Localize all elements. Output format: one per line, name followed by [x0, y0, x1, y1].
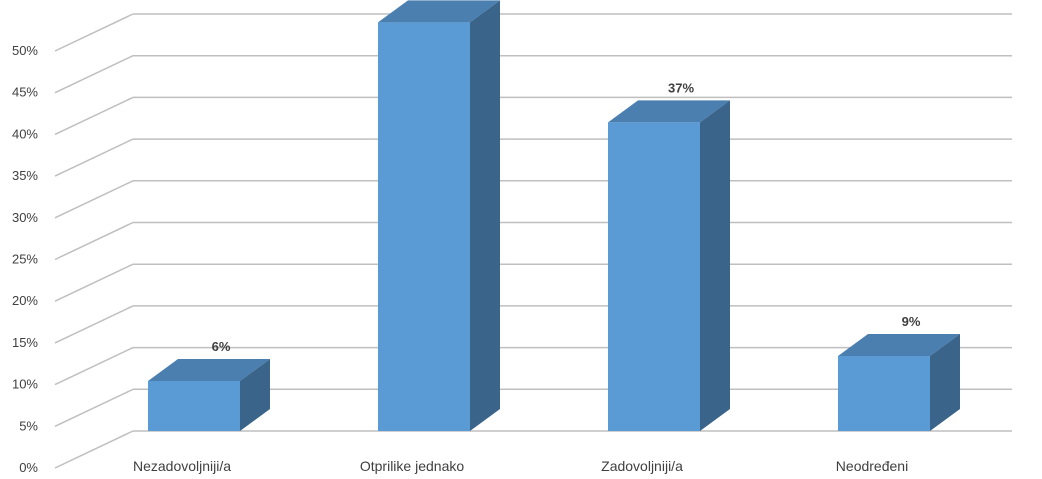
bar-side [700, 100, 730, 432]
gridline-side-2 [54, 346, 134, 386]
bar-side [240, 358, 270, 431]
gridline-side-0 [54, 430, 134, 469]
bar-side [930, 333, 960, 431]
data-labels: 6%49%37%9% [212, 80, 921, 354]
x-axis-categories: Nezadovoljniji/a Otprilike jednako Zadovol… [133, 458, 908, 474]
gridline-side-4 [54, 263, 134, 302]
bar-front [608, 122, 700, 432]
gridlines [54, 13, 1012, 469]
bar-front [148, 380, 240, 431]
y-tick-label: 35% [12, 168, 38, 183]
y-tick-label: 50% [12, 43, 38, 58]
bar-side [470, 0, 500, 432]
bar-1 [378, 0, 500, 432]
bar-top [148, 358, 270, 381]
gridline-side-1 [54, 388, 134, 427]
bar-top [378, 0, 500, 23]
bars [148, 0, 960, 432]
gridline-side-3 [54, 305, 134, 344]
data-label: 6% [212, 339, 231, 354]
y-tick-label: 0% [19, 460, 38, 475]
x-category-label: Zadovoljniji/a [601, 458, 683, 474]
y-tick-label: 40% [12, 126, 38, 141]
gridline-side-9 [54, 55, 134, 94]
gridline-side-6 [54, 180, 134, 219]
y-tick-label: 5% [19, 418, 38, 433]
bar-2 [608, 100, 730, 432]
data-label: 37% [668, 80, 694, 95]
bar-front [378, 22, 470, 432]
gridline-side-5 [54, 221, 134, 261]
gridline-side-10 [54, 13, 134, 52]
y-axis-ticks: 0% 5% 10% 15% 20% 25% 30% 35% 40% 45% 50% [12, 43, 38, 475]
bar-3 [838, 333, 960, 431]
gridline-side-8 [54, 96, 134, 136]
y-tick-label: 20% [12, 293, 38, 308]
y-tick-label: 25% [12, 252, 38, 267]
bar-front [838, 355, 930, 431]
x-category-label: Nezadovoljniji/a [133, 458, 231, 474]
bar-top [838, 333, 960, 356]
gridline-side-7 [54, 138, 134, 177]
y-tick-label: 45% [12, 85, 38, 100]
bar-top [608, 100, 730, 123]
y-tick-label: 15% [12, 335, 38, 350]
data-label: 9% [902, 314, 921, 329]
bar-0 [148, 358, 270, 431]
x-category-label: Neodređeni [836, 458, 908, 474]
y-tick-label: 30% [12, 210, 38, 225]
x-category-label: Otprilike jednako [360, 458, 464, 474]
y-tick-label: 10% [12, 377, 38, 392]
